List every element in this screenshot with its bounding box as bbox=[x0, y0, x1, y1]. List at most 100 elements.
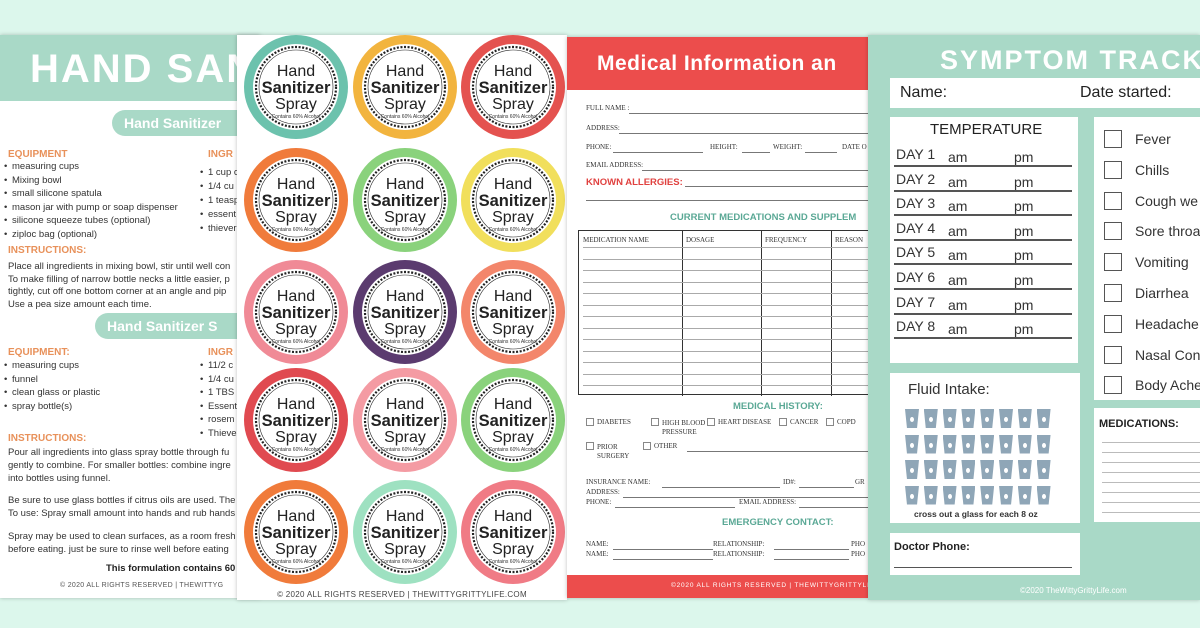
glass-drop bbox=[1022, 417, 1027, 422]
symptom-label: Diarrhea bbox=[1135, 285, 1189, 301]
label-line: Sanitizer bbox=[479, 304, 548, 322]
glass-drop bbox=[910, 417, 914, 422]
label-line: Hand bbox=[277, 396, 315, 413]
field-label: ID#: bbox=[783, 478, 796, 486]
label-face bbox=[470, 489, 556, 575]
label-line: Sanitizer bbox=[479, 524, 548, 542]
checkbox bbox=[586, 418, 594, 426]
glass-icon bbox=[1017, 434, 1032, 454]
rule bbox=[615, 507, 735, 508]
label-line: Sanitizer bbox=[262, 192, 331, 210]
subheading: INSTRUCTIONS: bbox=[8, 433, 87, 444]
label-line: Hand bbox=[494, 63, 532, 80]
label-note: Contains 60% Alcohol bbox=[489, 114, 538, 120]
label-inner-line bbox=[475, 274, 551, 350]
glass-icon bbox=[980, 460, 995, 479]
label-note: Contains 60% Alcohol bbox=[381, 559, 430, 565]
field-label: Email Address: bbox=[739, 498, 797, 506]
rule bbox=[894, 567, 1072, 568]
temperature-box: TEMPERATURE DAY 1 am pm DAY 2 am pm DAY 3 am pm DA… bbox=[890, 117, 1078, 363]
label-note: Contains 60% Alcohol bbox=[381, 339, 430, 345]
bullet: • bbox=[4, 215, 8, 227]
list-item: clean glass or plastic bbox=[12, 387, 101, 399]
rule bbox=[586, 200, 868, 201]
glass-drop bbox=[1041, 417, 1046, 422]
form-title: Medical Information an bbox=[597, 52, 837, 75]
glass-icon bbox=[942, 409, 957, 428]
label-note: Contains 60% Alcohol bbox=[489, 339, 538, 345]
field-label: ADDRESS: bbox=[586, 488, 620, 496]
am-label: am bbox=[948, 247, 968, 264]
glass-icon bbox=[961, 434, 976, 454]
label-face bbox=[470, 269, 556, 355]
rule bbox=[1102, 502, 1200, 503]
label-note: Contains 60% Alcohol bbox=[381, 114, 430, 120]
glass-drop bbox=[928, 493, 933, 499]
label-line: Sanitizer bbox=[262, 79, 331, 97]
bullet: • bbox=[200, 209, 204, 220]
rule bbox=[583, 339, 868, 340]
pm-label: pm bbox=[1014, 198, 1034, 215]
glass-icon bbox=[1017, 460, 1032, 479]
field-label: GR bbox=[855, 478, 865, 486]
label-line: Sanitizer bbox=[371, 304, 440, 322]
subheading: EQUIPMENT: bbox=[8, 347, 70, 358]
label-face bbox=[470, 157, 556, 243]
checkbox bbox=[1104, 284, 1122, 302]
bullet: • bbox=[4, 387, 8, 399]
symptom-label: Fever bbox=[1135, 131, 1171, 147]
glass-drop bbox=[1022, 442, 1027, 448]
glass-icon bbox=[999, 485, 1013, 505]
symptom-label: Chills bbox=[1135, 161, 1170, 178]
list-item: mason jar with pump or soap dispenser bbox=[12, 201, 178, 213]
symptom-label: Cough we bbox=[1135, 192, 1199, 209]
symptom-label: Headache bbox=[1135, 315, 1199, 332]
glass-drop bbox=[1004, 417, 1008, 422]
label-border bbox=[471, 270, 555, 354]
day-rule bbox=[894, 189, 1072, 192]
glass-drop bbox=[910, 468, 914, 473]
label-line: Sanitizer bbox=[262, 304, 331, 322]
glass-drop bbox=[1022, 468, 1027, 473]
checkbox bbox=[1104, 253, 1122, 272]
field-label: Name: bbox=[900, 84, 948, 101]
bullet: • bbox=[200, 181, 204, 192]
column-rule bbox=[682, 231, 683, 396]
label-face bbox=[253, 489, 339, 575]
symptom-tracker: SYMPTOM TRACK Name: Date started: TEMPERATU… bbox=[868, 35, 1200, 600]
bullet: • bbox=[200, 195, 204, 206]
section-title: CURRENT MEDICATIONS AND SUPPLEM bbox=[670, 212, 857, 223]
rule bbox=[583, 247, 868, 248]
field-label: Date o bbox=[842, 143, 867, 151]
am-label: am bbox=[948, 272, 968, 288]
label-line: Sanitizer bbox=[371, 524, 440, 542]
checkbox bbox=[707, 418, 715, 426]
rule bbox=[742, 152, 770, 153]
paragraph-line: Place all ingredients in mixing bowl, st… bbox=[8, 261, 231, 272]
glass-drop bbox=[1041, 493, 1046, 499]
label-inner-line bbox=[367, 494, 443, 570]
checkbox bbox=[586, 442, 594, 450]
rule bbox=[623, 497, 868, 498]
box-title: MEDICATIONS: bbox=[1099, 418, 1179, 430]
rule bbox=[805, 152, 837, 153]
checkbox-label: COPD bbox=[837, 418, 856, 426]
label-note: Contains 60% Alcohol bbox=[489, 447, 538, 453]
section-title: MEDICAL HISTORY: bbox=[733, 401, 823, 412]
field-label: INSURANCE NAME: bbox=[586, 478, 651, 486]
label-inner-line bbox=[258, 494, 334, 570]
label-note: Contains 60% Alcohol bbox=[272, 114, 321, 120]
section-heading: Hand Sanitizer S bbox=[107, 318, 218, 334]
glass-drop bbox=[1041, 442, 1046, 448]
label-line: Sanitizer bbox=[479, 192, 548, 210]
field-label: PHO bbox=[851, 550, 866, 558]
day-rule bbox=[894, 165, 1072, 167]
glass-icon bbox=[980, 485, 995, 505]
am-label: am bbox=[948, 321, 968, 338]
list-item: Mixing bowl bbox=[12, 174, 62, 186]
